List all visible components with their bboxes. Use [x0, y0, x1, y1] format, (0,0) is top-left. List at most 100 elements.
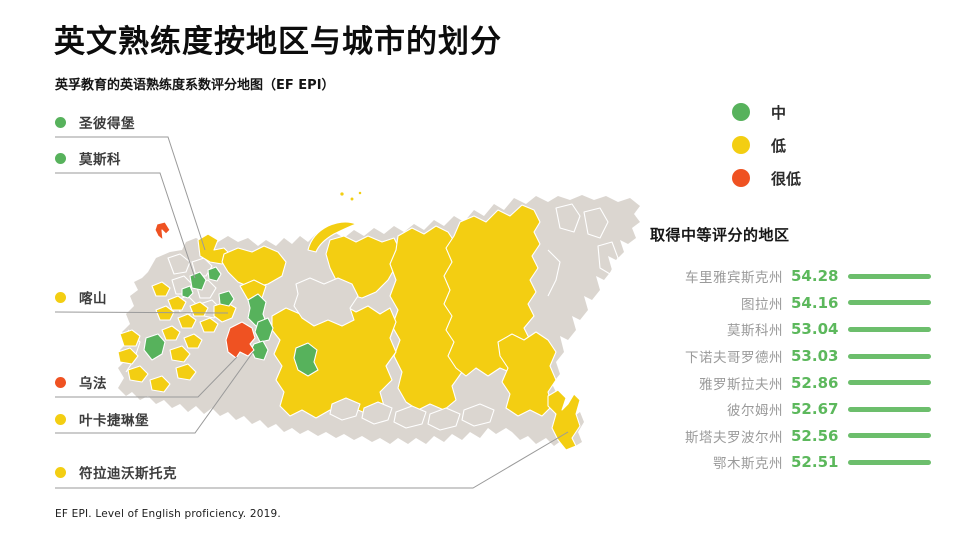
map-region-sverdlovsk	[254, 317, 274, 343]
region-name: 雅罗斯拉夫州	[699, 376, 783, 393]
leader-lines	[54, 136, 569, 489]
map-region	[181, 285, 194, 299]
region-score-row: 彼尔姆州 52.67	[640, 396, 970, 423]
region-score: 52.56	[791, 426, 839, 445]
map-region	[197, 233, 231, 265]
region-score-row: 下诺夫哥罗德州 53.03	[640, 343, 970, 370]
city-label-moscow: 莫斯科	[55, 150, 121, 168]
legend-label: 中	[771, 103, 787, 122]
region-score-row: 图拉州 54.16	[640, 290, 970, 317]
region-name: 下诺夫哥罗德州	[685, 350, 783, 367]
map-region	[177, 313, 197, 329]
map-island	[349, 196, 355, 202]
score-bar	[848, 326, 931, 332]
leader-line-yekaterinburg	[55, 351, 254, 434]
region-score: 52.86	[791, 373, 839, 392]
legend-label: 低	[771, 136, 787, 155]
map-region	[119, 329, 141, 347]
region-score: 52.67	[791, 400, 839, 419]
region-score-list: 车里雅宾斯克州 54.28 图拉州 54.16 莫斯科州 53.04 下诺夫哥罗…	[640, 263, 970, 476]
low-score-regions	[117, 190, 581, 451]
page-subtitle: 英孚教育的英语熟练度系数评分地图（EF EPI）	[55, 78, 335, 93]
region-name: 图拉州	[741, 296, 783, 313]
map-region	[307, 221, 357, 253]
map-region-kaliningrad	[154, 221, 171, 241]
city-name: 乌法	[79, 376, 107, 392]
map-region	[161, 325, 181, 341]
map-region	[183, 333, 203, 349]
city-name: 符拉迪沃斯托克	[79, 466, 177, 482]
region-list-heading: 取得中等评分的地区	[650, 226, 790, 244]
leader-line-moscow	[55, 172, 196, 279]
city-dot-low	[55, 466, 66, 478]
region-name: 鄂木斯克州	[713, 456, 783, 473]
region-score: 53.03	[791, 347, 839, 366]
city-dot-low	[55, 291, 66, 303]
score-bar	[848, 433, 931, 439]
city-name: 叶卡捷琳堡	[79, 413, 149, 429]
region-score-row: 车里雅宾斯克州 54.28	[640, 263, 970, 290]
map-region	[117, 347, 139, 365]
region-score: 53.04	[791, 320, 839, 339]
very-low-score-regions	[154, 221, 256, 359]
city-name: 喀山	[79, 291, 107, 307]
map-region	[127, 365, 149, 383]
city-label-yekaterinburg: 叶卡捷琳堡	[55, 411, 149, 429]
map-region	[329, 397, 361, 421]
no-data-regions	[293, 277, 495, 431]
page-title: 英文熟练度按地区与城市的划分	[54, 24, 502, 60]
legend-item-low: 低	[732, 136, 801, 155]
city-dot-medium	[55, 152, 66, 164]
map-region	[427, 407, 461, 431]
city-label-st-petersburg: 圣彼得堡	[55, 114, 135, 132]
city-dot-medium	[55, 116, 66, 128]
region-name: 彼尔姆州	[727, 403, 783, 420]
map-region	[293, 277, 359, 327]
map-region	[167, 295, 187, 311]
score-bar	[848, 273, 931, 279]
city-label-vladivostok: 符拉迪沃斯托克	[55, 464, 177, 482]
map-region	[361, 401, 393, 425]
map-region	[175, 363, 197, 381]
map-region	[149, 375, 171, 393]
map-region	[221, 245, 287, 289]
score-bar	[848, 380, 931, 386]
leader-line-st-petersburg	[55, 136, 206, 251]
map-region	[461, 403, 495, 427]
region-score-row: 鄂木斯克州 52.51	[640, 449, 970, 476]
legend-item-medium: 中	[732, 103, 801, 122]
region-score-row: 斯塔夫罗波尔州 52.56	[640, 423, 970, 450]
legend-dot-low	[732, 136, 750, 154]
region-score: 54.28	[791, 267, 839, 286]
map-region	[393, 405, 427, 429]
map-region-stavropol	[143, 333, 166, 361]
region-name: 莫斯科州	[727, 323, 783, 340]
city-label-ufa: 乌法	[55, 374, 107, 392]
region-name: 斯塔夫罗波尔州	[685, 429, 783, 446]
score-bar	[848, 459, 931, 465]
leader-line-kazan	[54, 311, 229, 314]
legend-item-very-low: 很低	[732, 169, 802, 188]
leader-line-ufa	[55, 356, 238, 398]
map-region-primorye	[547, 389, 581, 451]
region-score: 54.16	[791, 293, 839, 312]
region-score-row: 雅罗斯拉夫州 52.86	[640, 369, 970, 396]
region-name: 车里雅宾斯克州	[685, 270, 783, 287]
score-bar	[848, 353, 931, 359]
legend-dot-very-low	[732, 169, 750, 187]
map-region-omsk	[293, 342, 319, 377]
map-legend: 中 低 很低	[732, 103, 801, 202]
city-dot-very-low	[55, 376, 66, 388]
map-region	[207, 266, 222, 282]
city-name: 圣彼得堡	[79, 116, 135, 132]
map-region	[199, 317, 219, 333]
region-score: 52.51	[791, 453, 839, 472]
map-region	[218, 290, 235, 307]
legend-label: 很低	[771, 169, 802, 188]
city-dot-low	[55, 413, 66, 425]
map-region-bashkortostan	[225, 321, 256, 359]
map-island	[357, 190, 363, 196]
source-note: EF EPI. Level of English proficiency. 20…	[55, 508, 281, 520]
